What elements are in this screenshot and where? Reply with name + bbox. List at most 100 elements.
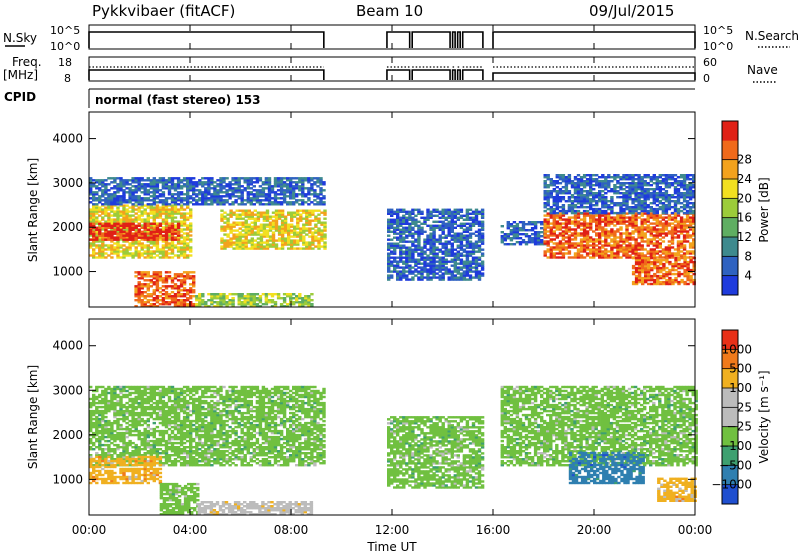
heatmap-cell bbox=[283, 219, 288, 222]
heatmap-cell bbox=[116, 185, 120, 188]
heatmap-cell bbox=[592, 194, 596, 197]
heatmap-cell bbox=[637, 174, 641, 177]
heatmap-cell bbox=[405, 256, 409, 259]
heatmap-cell bbox=[655, 222, 659, 225]
heatmap-cell bbox=[104, 244, 108, 247]
heatmap-cell bbox=[613, 220, 617, 223]
heatmap-cell bbox=[640, 192, 644, 195]
heatmap-cell bbox=[280, 223, 285, 226]
heatmap-cell bbox=[631, 176, 635, 179]
heatmap-cell bbox=[134, 246, 138, 249]
heatmap-cell bbox=[282, 185, 287, 188]
heatmap-cell bbox=[685, 236, 690, 239]
heatmap-cell bbox=[555, 180, 559, 183]
heatmap-cell bbox=[247, 213, 251, 216]
heatmap-cell bbox=[259, 247, 264, 250]
nsky-step bbox=[451, 31, 456, 48]
heatmap-cell bbox=[444, 236, 448, 239]
heatmap-cell bbox=[643, 188, 647, 191]
heatmap-cell bbox=[173, 275, 178, 278]
heatmap-cell bbox=[474, 266, 479, 269]
heatmap-cell bbox=[601, 246, 605, 249]
heatmap-cell bbox=[438, 220, 442, 223]
heatmap-cell bbox=[134, 228, 138, 231]
heatmap-cell bbox=[122, 206, 126, 209]
heatmap-cell bbox=[607, 206, 611, 209]
heatmap-cell bbox=[131, 181, 135, 184]
heatmap-cell bbox=[146, 214, 150, 217]
heatmap-cell bbox=[601, 174, 605, 177]
heatmap-cell bbox=[146, 293, 150, 296]
heatmap-cell bbox=[131, 204, 135, 207]
heatmap-cell bbox=[402, 246, 406, 249]
heatmap-cell bbox=[140, 220, 144, 223]
heatmap-cell bbox=[161, 226, 166, 229]
heatmap-cell bbox=[186, 218, 190, 221]
heatmap-cell bbox=[131, 228, 135, 231]
heatmap-cell bbox=[679, 228, 684, 231]
heatmap-cell bbox=[310, 201, 314, 204]
heatmap-cell bbox=[125, 246, 129, 249]
heatmap-cell bbox=[417, 238, 421, 241]
heatmap-cell bbox=[213, 293, 217, 296]
heatmap-cell bbox=[110, 187, 114, 190]
heatmap-cell bbox=[161, 303, 166, 306]
heatmap-cell bbox=[104, 232, 108, 235]
heatmap-cell bbox=[595, 209, 599, 213]
heatmap-cell bbox=[276, 185, 281, 188]
heatmap-cell bbox=[267, 185, 272, 188]
heatmap-cell bbox=[640, 224, 644, 227]
heatmap-cell bbox=[589, 238, 593, 241]
heatmap-cell bbox=[543, 222, 547, 225]
heatmap-cell bbox=[110, 195, 114, 198]
heatmap-cell bbox=[119, 220, 123, 223]
heatmap-cell bbox=[189, 234, 193, 237]
heatmap-cell bbox=[555, 190, 559, 193]
heatmap-cell bbox=[447, 234, 451, 237]
heatmap-cell bbox=[222, 185, 226, 188]
heatmap-cell bbox=[573, 184, 578, 187]
heatmap-cell bbox=[201, 193, 205, 196]
heatmap-cell bbox=[122, 222, 126, 225]
heatmap-cell bbox=[301, 177, 305, 180]
heatmap-cell bbox=[173, 199, 178, 202]
heatmap-cell bbox=[682, 224, 687, 227]
heatmap-cell bbox=[631, 186, 635, 189]
heatmap-cell bbox=[176, 279, 181, 282]
heatmap-cell bbox=[125, 220, 129, 223]
heatmap-cell bbox=[570, 182, 575, 185]
heatmap-cell bbox=[101, 212, 105, 215]
heatmap-cell bbox=[198, 301, 202, 304]
heatmap-cell bbox=[664, 254, 669, 257]
heatmap-cell bbox=[317, 239, 321, 242]
heatmap-cell bbox=[598, 198, 602, 201]
heatmap-cell bbox=[95, 222, 99, 225]
heatmap-cell bbox=[628, 234, 632, 237]
heatmap-cell bbox=[158, 238, 163, 241]
heatmap-cell bbox=[167, 271, 172, 274]
heatmap-cell bbox=[158, 210, 163, 213]
heatmap-cell bbox=[249, 293, 253, 296]
heatmap-cell bbox=[280, 221, 285, 224]
heatmap-cell bbox=[555, 211, 559, 215]
heatmap-cell bbox=[616, 256, 620, 259]
heatmap-cell bbox=[628, 184, 632, 187]
heatmap-cell bbox=[585, 180, 590, 183]
heatmap-cell bbox=[607, 190, 611, 193]
heatmap-cell bbox=[182, 218, 187, 221]
heatmap-cell bbox=[244, 241, 248, 244]
heatmap-cell bbox=[116, 212, 120, 215]
heatmap-cell bbox=[273, 177, 278, 180]
heatmap-cell bbox=[465, 250, 470, 253]
heatmap-cell bbox=[225, 191, 229, 194]
heatmap-cell bbox=[592, 248, 596, 251]
heatmap-cell bbox=[101, 252, 105, 255]
heatmap-cell bbox=[323, 209, 327, 212]
heatmap-cell bbox=[219, 179, 223, 182]
heatmap-cell bbox=[253, 227, 257, 230]
heatmap-cell bbox=[244, 243, 248, 246]
heatmap-cell bbox=[450, 242, 454, 245]
heatmap-cell bbox=[295, 199, 299, 202]
heatmap-cell bbox=[226, 235, 230, 238]
heatmap-cell bbox=[155, 238, 160, 241]
